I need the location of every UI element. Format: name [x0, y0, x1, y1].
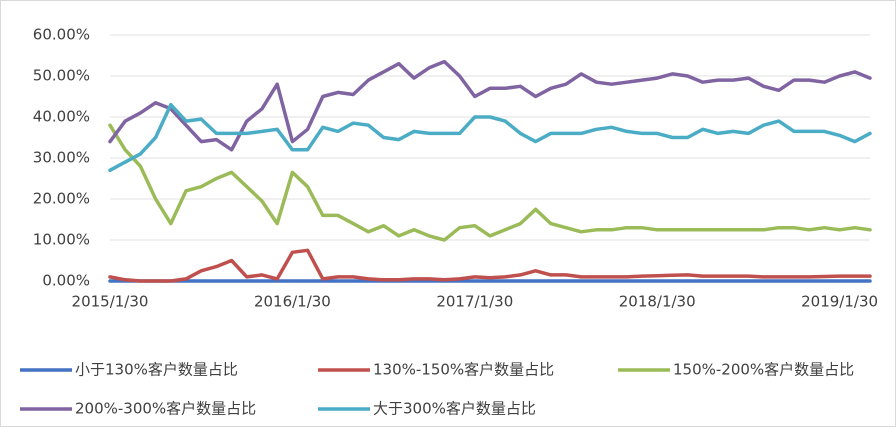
legend-label: 150%-200%客户数量占比 — [673, 361, 854, 379]
x-tick-label: 2018/1/30 — [619, 293, 696, 311]
legend-label: 小于130%客户数量占比 — [75, 361, 238, 379]
x-tick-label: 2016/1/30 — [254, 293, 331, 311]
y-tick-label: 30.00% — [33, 149, 90, 167]
x-tick-label: 2017/1/30 — [436, 293, 513, 311]
y-tick-label: 60.00% — [33, 26, 90, 44]
legend-label: 大于300%客户数量占比 — [373, 400, 536, 418]
x-tick-label: 2015/1/30 — [72, 293, 149, 311]
series-line — [108, 123, 872, 242]
series-line — [108, 102, 872, 173]
y-tick-label: 40.00% — [33, 108, 90, 126]
y-tick-label: 20.00% — [33, 190, 90, 208]
x-tick-label: 2019/1/30 — [801, 293, 878, 311]
y-tick-label: 50.00% — [33, 67, 90, 85]
legend-label: 130%-150%客户数量占比 — [373, 361, 554, 379]
y-tick-label: 0.00% — [42, 272, 90, 290]
series-line — [108, 59, 872, 152]
series-line — [108, 248, 872, 283]
y-tick-label: 10.00% — [33, 231, 90, 249]
legend-label: 200%-300%客户数量占比 — [75, 400, 256, 418]
